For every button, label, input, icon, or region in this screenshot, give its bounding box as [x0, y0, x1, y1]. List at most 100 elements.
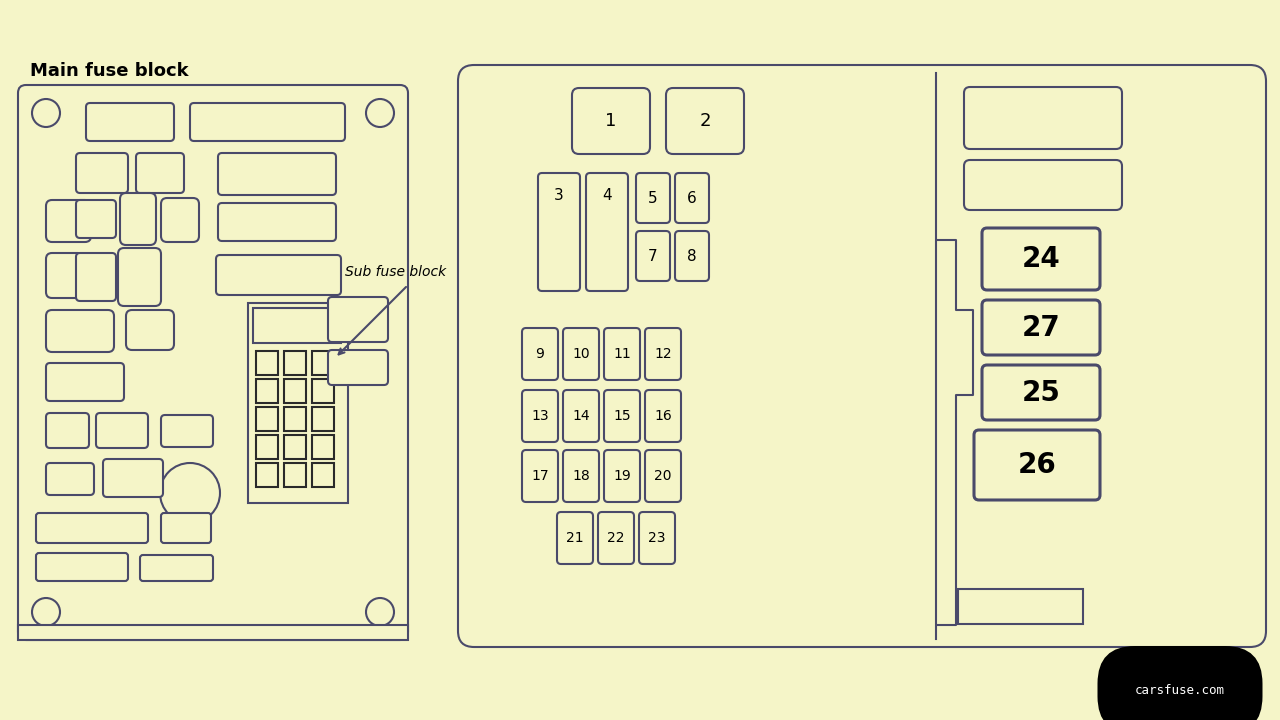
- FancyBboxPatch shape: [36, 513, 148, 543]
- FancyBboxPatch shape: [598, 512, 634, 564]
- FancyBboxPatch shape: [216, 255, 340, 295]
- FancyBboxPatch shape: [645, 328, 681, 380]
- FancyBboxPatch shape: [645, 390, 681, 442]
- Text: 24: 24: [1021, 245, 1060, 273]
- FancyBboxPatch shape: [136, 153, 184, 193]
- FancyBboxPatch shape: [218, 203, 335, 241]
- Text: 22: 22: [607, 531, 625, 545]
- Bar: [284, 351, 306, 375]
- FancyBboxPatch shape: [557, 512, 593, 564]
- FancyBboxPatch shape: [46, 413, 90, 448]
- Circle shape: [366, 99, 394, 127]
- Text: 19: 19: [613, 469, 631, 483]
- FancyBboxPatch shape: [161, 415, 212, 447]
- FancyBboxPatch shape: [36, 553, 128, 581]
- FancyBboxPatch shape: [522, 328, 558, 380]
- FancyBboxPatch shape: [140, 555, 212, 581]
- Text: 23: 23: [648, 531, 666, 545]
- FancyBboxPatch shape: [86, 103, 174, 141]
- FancyBboxPatch shape: [328, 297, 388, 342]
- FancyBboxPatch shape: [76, 153, 128, 193]
- FancyBboxPatch shape: [102, 459, 163, 497]
- Bar: [256, 463, 278, 487]
- Bar: [284, 463, 306, 487]
- FancyBboxPatch shape: [675, 231, 709, 281]
- Circle shape: [32, 598, 60, 626]
- Text: 26: 26: [1018, 451, 1056, 479]
- FancyBboxPatch shape: [76, 253, 116, 301]
- Text: 27: 27: [1021, 313, 1060, 341]
- Text: carsfuse.com: carsfuse.com: [1135, 683, 1225, 696]
- FancyBboxPatch shape: [76, 200, 116, 238]
- FancyBboxPatch shape: [586, 173, 628, 291]
- FancyBboxPatch shape: [604, 328, 640, 380]
- FancyBboxPatch shape: [964, 87, 1123, 149]
- Bar: [284, 407, 306, 431]
- Bar: [312, 435, 334, 459]
- Bar: [18, 625, 408, 640]
- FancyBboxPatch shape: [964, 160, 1123, 210]
- FancyBboxPatch shape: [563, 450, 599, 502]
- FancyBboxPatch shape: [572, 88, 650, 154]
- FancyBboxPatch shape: [675, 173, 709, 223]
- Text: 25: 25: [1021, 379, 1060, 407]
- Bar: [256, 379, 278, 403]
- Bar: [248, 303, 348, 503]
- FancyBboxPatch shape: [46, 363, 124, 401]
- Text: 17: 17: [531, 469, 549, 483]
- FancyBboxPatch shape: [982, 228, 1100, 290]
- FancyBboxPatch shape: [118, 248, 161, 306]
- FancyBboxPatch shape: [522, 390, 558, 442]
- Bar: [256, 435, 278, 459]
- Circle shape: [160, 463, 220, 523]
- Bar: [312, 463, 334, 487]
- Text: Sub fuse block: Sub fuse block: [346, 265, 447, 279]
- Bar: [284, 379, 306, 403]
- Text: 5: 5: [648, 191, 658, 205]
- FancyBboxPatch shape: [46, 463, 93, 495]
- FancyBboxPatch shape: [604, 390, 640, 442]
- FancyBboxPatch shape: [636, 231, 669, 281]
- FancyBboxPatch shape: [46, 200, 91, 242]
- FancyBboxPatch shape: [218, 153, 335, 195]
- Text: 6: 6: [687, 191, 696, 205]
- Bar: [253, 308, 340, 343]
- FancyBboxPatch shape: [189, 103, 346, 141]
- FancyBboxPatch shape: [636, 173, 669, 223]
- FancyBboxPatch shape: [563, 390, 599, 442]
- FancyBboxPatch shape: [161, 513, 211, 543]
- Text: 20: 20: [654, 469, 672, 483]
- Text: 4: 4: [602, 187, 612, 202]
- FancyBboxPatch shape: [46, 253, 84, 298]
- Text: 8: 8: [687, 248, 696, 264]
- Bar: [312, 407, 334, 431]
- Text: Main fuse block: Main fuse block: [29, 62, 188, 80]
- FancyBboxPatch shape: [125, 310, 174, 350]
- Text: 2: 2: [699, 112, 710, 130]
- FancyBboxPatch shape: [538, 173, 580, 291]
- Text: 1: 1: [605, 112, 617, 130]
- FancyBboxPatch shape: [666, 88, 744, 154]
- Text: 7: 7: [648, 248, 658, 264]
- FancyBboxPatch shape: [982, 365, 1100, 420]
- FancyBboxPatch shape: [982, 300, 1100, 355]
- Text: 10: 10: [572, 347, 590, 361]
- Bar: [256, 407, 278, 431]
- FancyBboxPatch shape: [18, 85, 408, 640]
- Bar: [256, 351, 278, 375]
- Bar: [957, 589, 1083, 624]
- Text: 11: 11: [613, 347, 631, 361]
- Text: 18: 18: [572, 469, 590, 483]
- FancyBboxPatch shape: [563, 328, 599, 380]
- FancyBboxPatch shape: [96, 413, 148, 448]
- FancyBboxPatch shape: [328, 350, 388, 385]
- FancyBboxPatch shape: [974, 430, 1100, 500]
- FancyBboxPatch shape: [522, 450, 558, 502]
- Text: 16: 16: [654, 409, 672, 423]
- FancyBboxPatch shape: [645, 450, 681, 502]
- FancyBboxPatch shape: [120, 193, 156, 245]
- FancyBboxPatch shape: [458, 65, 1266, 647]
- FancyBboxPatch shape: [639, 512, 675, 564]
- Text: 12: 12: [654, 347, 672, 361]
- Text: 14: 14: [572, 409, 590, 423]
